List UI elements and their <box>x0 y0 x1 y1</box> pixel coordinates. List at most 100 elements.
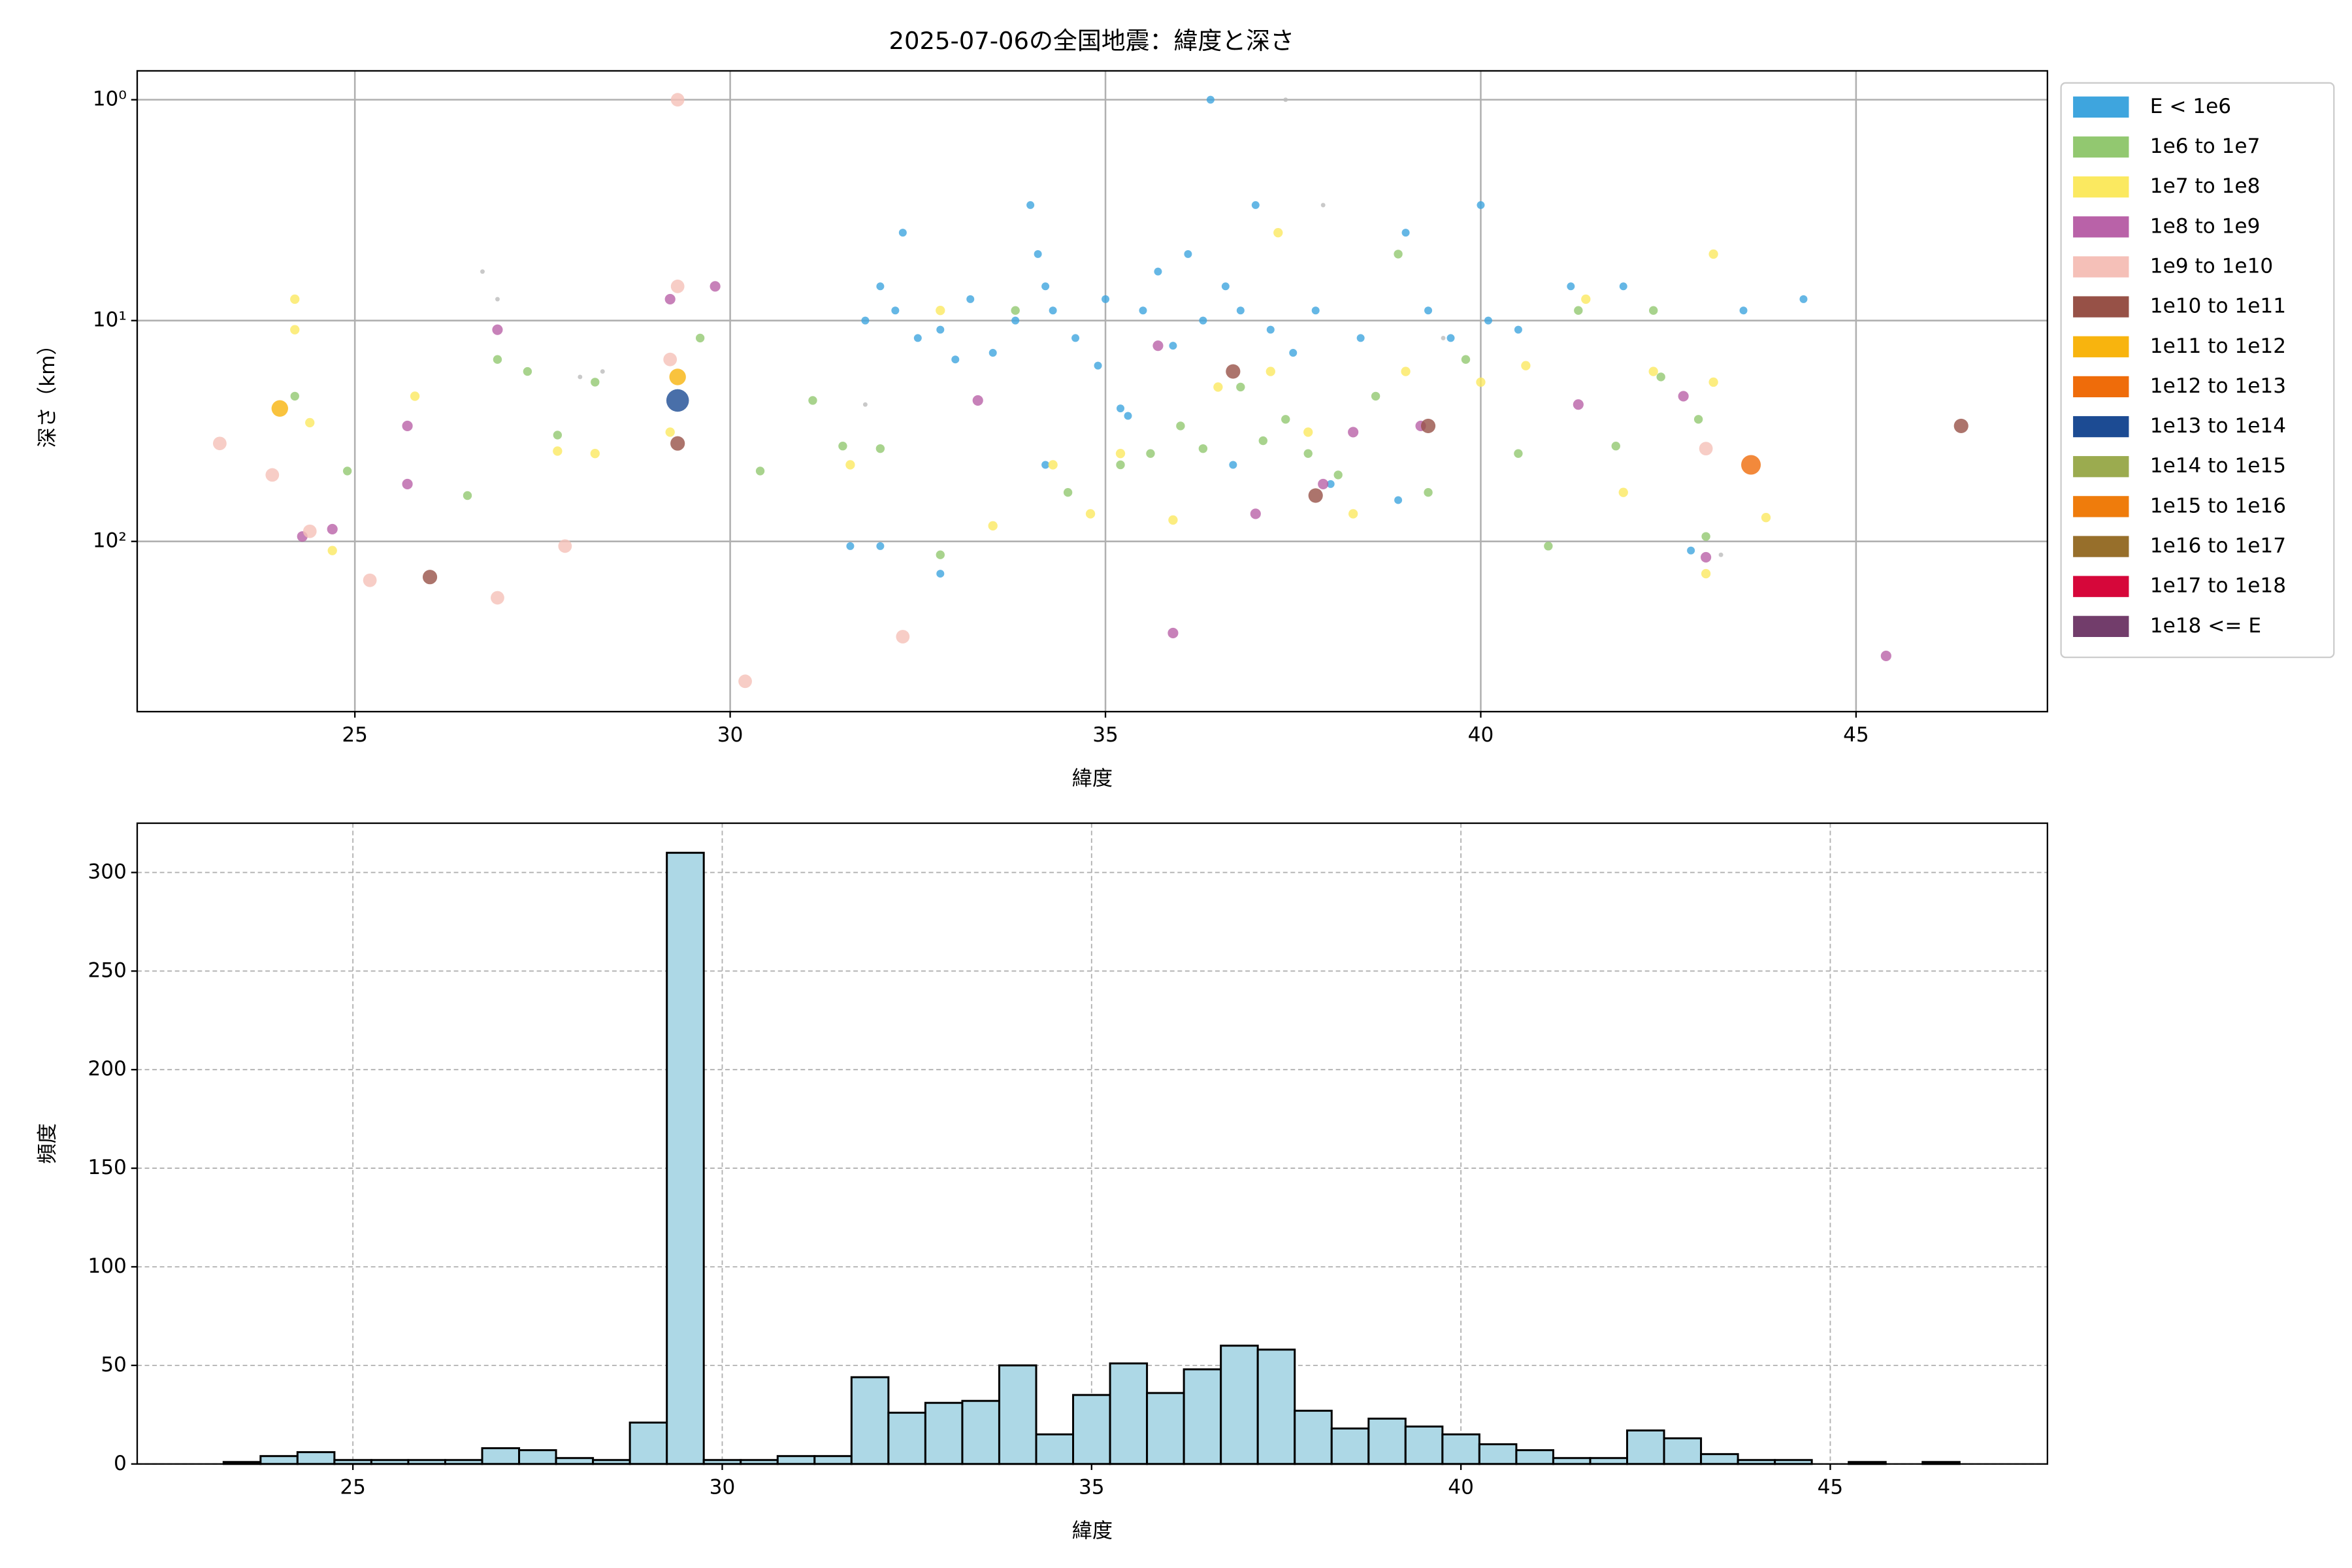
scatter-point <box>966 295 975 303</box>
histogram-bar <box>1294 1409 1333 1465</box>
histogram-bar <box>1220 1345 1259 1465</box>
scatter-point <box>1544 542 1553 551</box>
scatter-point <box>1441 335 1446 340</box>
scatter-point <box>1420 418 1436 434</box>
scatter-point <box>1567 282 1575 291</box>
legend-swatch <box>2073 576 2129 597</box>
scatter-point <box>1708 249 1718 259</box>
scatter-point <box>523 367 532 376</box>
legend-label: 1e10 to 1e11 <box>2150 295 2286 318</box>
x-tick-label: 40 <box>1468 723 1494 747</box>
scatter-point <box>1741 455 1761 475</box>
legend-swatch <box>2073 416 2129 438</box>
scatter-point <box>710 281 721 292</box>
scatter-point <box>1213 382 1223 392</box>
scatter-point <box>290 391 299 401</box>
scatter-point <box>600 369 605 374</box>
scatter-point <box>891 306 900 315</box>
scatter-point <box>558 539 572 553</box>
scatter-point <box>951 355 960 364</box>
legend-swatch <box>2073 496 2129 517</box>
scatter-point <box>553 431 563 440</box>
histogram-bar <box>259 1455 299 1465</box>
scatter-point <box>1348 509 1358 519</box>
scatter-point <box>876 282 885 291</box>
histogram-bar <box>555 1457 595 1465</box>
y-tick-label: 250 <box>88 958 126 982</box>
scatter-point <box>590 449 600 459</box>
histogram-bar <box>776 1455 816 1465</box>
scatter-point <box>1258 436 1267 446</box>
scatter-point <box>1102 295 1110 303</box>
scatter-point <box>1281 415 1290 424</box>
scatter-point <box>1169 342 1177 350</box>
scatter-point <box>1424 487 1433 497</box>
axes-frame <box>136 70 2048 713</box>
histogram-bar <box>887 1411 926 1465</box>
legend-swatch <box>2073 176 2129 198</box>
legend-label: 1e6 to 1e7 <box>2150 135 2261 158</box>
scatter-point <box>1333 470 1343 480</box>
histogram-bar <box>1035 1433 1075 1465</box>
scatter-point <box>1701 532 1710 541</box>
legend-label: 1e17 to 1e18 <box>2150 574 2286 598</box>
scatter-point <box>1199 316 1207 325</box>
scatter-point <box>271 400 288 417</box>
scatter-point <box>669 368 686 385</box>
scatter-point <box>1273 228 1283 238</box>
legend-label: 1e8 to 1e9 <box>2150 214 2261 238</box>
legend-label: 1e7 to 1e8 <box>2150 174 2261 198</box>
x-tick-label: 45 <box>1818 1476 1844 1499</box>
scatter-point <box>1718 552 1723 557</box>
scatter-point <box>1289 349 1298 357</box>
scatter-point <box>1115 449 1126 459</box>
x-tick-label: 35 <box>1079 1476 1105 1499</box>
scatter-point <box>1461 355 1471 364</box>
scatter-point <box>1574 306 1583 315</box>
histogram-bar <box>1700 1453 1739 1465</box>
y-tick-label: 10⁰ <box>93 88 127 111</box>
scatter-point <box>1085 509 1096 519</box>
scatter-point <box>1236 306 1245 315</box>
scatter-point <box>1152 340 1164 351</box>
histogram-bar <box>961 1399 1000 1465</box>
scatter-point <box>738 674 752 689</box>
legend-swatch <box>2073 615 2129 637</box>
scatter-point <box>1678 391 1689 402</box>
scatter-point <box>670 93 685 107</box>
scatter-point <box>1176 421 1185 431</box>
legend-swatch <box>2073 136 2129 158</box>
legend-label: E < 1e6 <box>2150 95 2231 118</box>
scatter-point <box>1011 316 1020 325</box>
scatter-point <box>936 325 945 334</box>
scatter-point <box>305 417 315 428</box>
histogram-bar <box>1663 1437 1703 1465</box>
scatter-point <box>1476 377 1486 387</box>
scatter-point <box>1687 546 1695 555</box>
scatter-point <box>480 269 485 274</box>
scatter-point <box>1477 201 1485 209</box>
x-tick-label: 40 <box>1448 1476 1474 1499</box>
scatter-point <box>1139 306 1147 315</box>
scatter-point <box>1424 306 1433 315</box>
scatter-point <box>1514 449 1523 458</box>
x-axis-label: 緯度 <box>1072 1520 1113 1543</box>
legend-swatch <box>2073 336 2129 357</box>
y-tick-label: 10¹ <box>93 308 127 332</box>
histogram-bar <box>1515 1449 1554 1465</box>
y-tick-label: 100 <box>88 1254 126 1278</box>
histogram-bar <box>813 1455 853 1465</box>
scatter-point <box>1117 404 1125 413</box>
y-tick-label: 50 <box>101 1353 127 1377</box>
scatter-point <box>1619 282 1627 291</box>
scatter-point <box>1761 513 1771 523</box>
scatter-point <box>290 294 300 304</box>
scatter-point <box>896 630 910 644</box>
scatter-point <box>913 334 922 342</box>
scatter-point <box>1154 267 1162 276</box>
scatter-point <box>410 391 420 401</box>
scatter-point <box>342 466 352 476</box>
